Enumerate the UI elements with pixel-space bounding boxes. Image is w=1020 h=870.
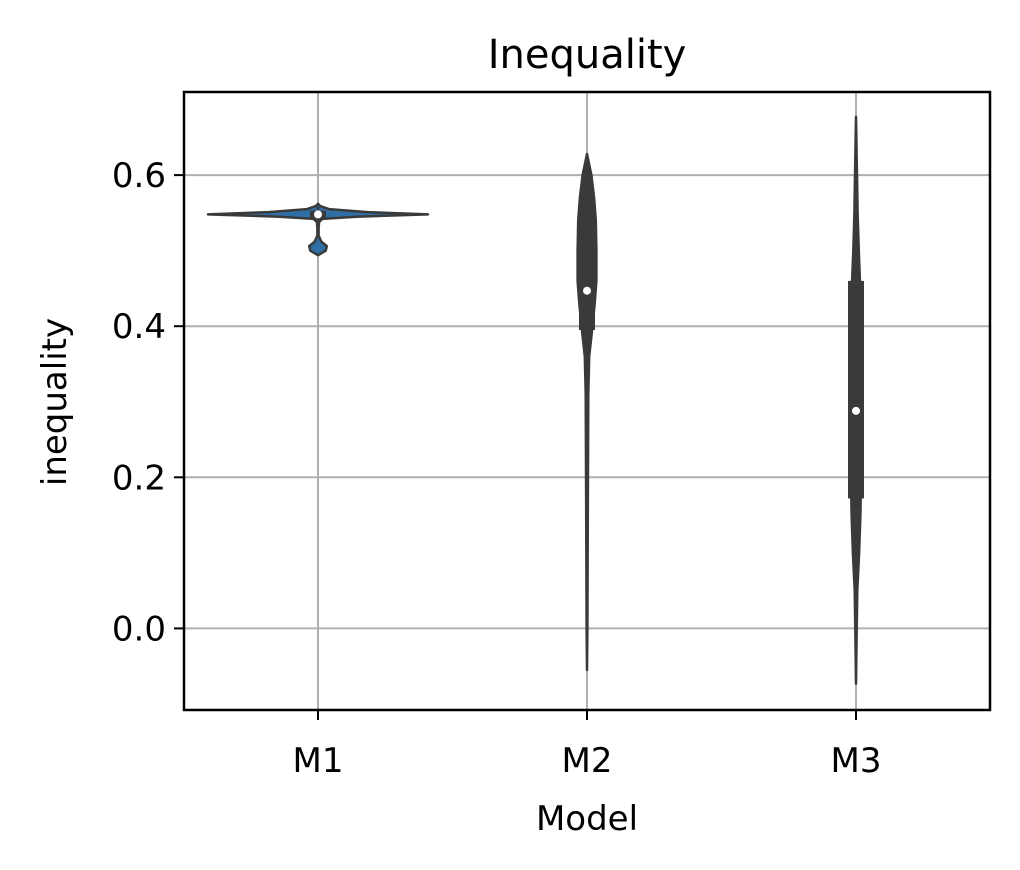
violin-median-point xyxy=(314,210,322,219)
y-tick-label: 0.4 xyxy=(112,307,166,347)
y-tick-label: 0.0 xyxy=(112,609,166,649)
y-tick-label: 0.2 xyxy=(112,458,166,498)
violin-median-point xyxy=(852,406,860,415)
x-tick-label: M1 xyxy=(293,741,344,781)
tick-layer: 0.0 0.2 0.4 0.6 M1 M2 M3 xyxy=(112,156,882,781)
violin-body-m1 xyxy=(206,202,430,257)
y-axis-label: inequality xyxy=(35,318,75,486)
violin-iqr-box xyxy=(579,206,595,330)
violin-layer xyxy=(206,115,864,685)
violin-iqr-box xyxy=(848,280,864,499)
x-axis-label: Model xyxy=(536,799,638,839)
x-tick-label: M3 xyxy=(831,741,882,781)
chart-title: Inequality xyxy=(488,32,687,78)
x-tick-label: M2 xyxy=(562,741,613,781)
y-tick-label: 0.6 xyxy=(112,156,166,196)
violin-median-point xyxy=(583,286,591,295)
